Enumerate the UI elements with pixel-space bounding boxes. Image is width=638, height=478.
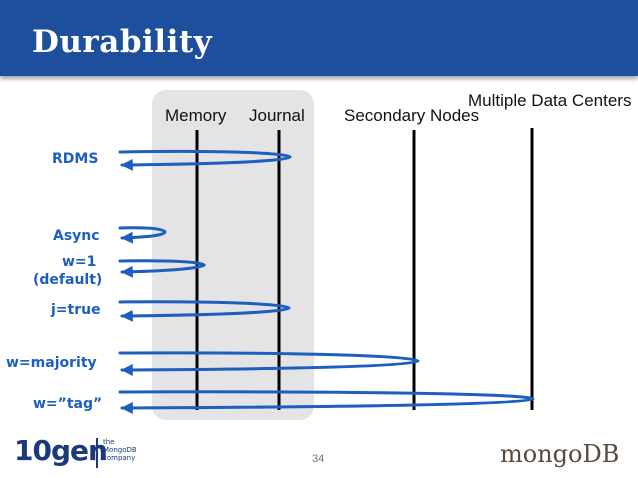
async-arrow [118, 226, 167, 244]
tagline-line-1: the [103, 438, 115, 446]
row-rdms: RDMS [52, 151, 99, 167]
slide-title: Durability [32, 24, 213, 60]
10gen-tagline: the MongoDB company [103, 438, 137, 462]
tagline-line-3: company [103, 454, 136, 462]
jtrue-arrow [118, 300, 291, 322]
column-memory: Memory [165, 106, 227, 125]
mongodb-logo: mongoDB [500, 440, 620, 468]
column-data-centers: Multiple Data Centers [468, 91, 632, 110]
tagline-line-2: MongoDB [103, 446, 137, 454]
title-bar: Durability [0, 0, 638, 76]
page-number: 34 [312, 453, 325, 465]
rdms-arrow [118, 149, 292, 171]
wtag-arrow [118, 390, 535, 414]
row-wtag: w=”tag” [33, 396, 103, 412]
row-async: Async [53, 228, 100, 244]
row-w1-note: (default) [33, 272, 103, 288]
wmajority-arrow [118, 351, 420, 376]
row-w1: w=1 [62, 254, 97, 270]
memory-journal-shade [152, 90, 314, 420]
row-wmajority: w=majority [6, 355, 97, 371]
w1-arrow [118, 259, 206, 278]
column-journal: Journal [249, 106, 305, 125]
row-jtrue: j=true [51, 302, 101, 318]
logo-divider [96, 438, 98, 468]
10gen-logo: 10gen [14, 434, 108, 467]
column-secondary-nodes: Secondary Nodes [344, 106, 480, 125]
